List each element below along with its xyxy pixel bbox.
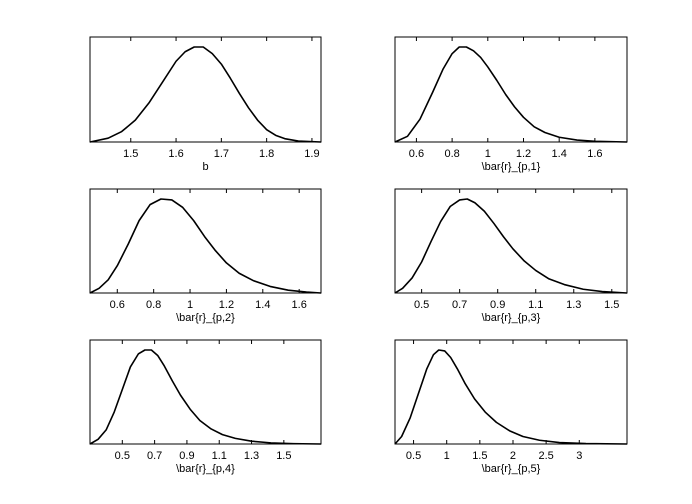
x-tick-label: 0.7	[452, 299, 467, 311]
axes-box	[394, 339, 628, 445]
x-tick-label: 0.6	[409, 148, 424, 160]
x-tick-label: 1.6	[587, 148, 602, 160]
x-tick-label: 1.4	[552, 148, 567, 160]
x-tick-label: 0.9	[490, 299, 505, 311]
x-axis-label: \bar{r}_{p,3}	[482, 312, 541, 324]
x-tick-label: 1.5	[276, 450, 291, 462]
x-tick-label: 1.1	[528, 299, 543, 311]
panel-3: 0.6 0.8 1 1.2 1.4 1.6 \bar{r}_{p,2}	[89, 188, 322, 324]
x-tick-label: 1	[485, 148, 491, 160]
density-curve	[394, 46, 628, 143]
axes-box	[89, 339, 322, 445]
x-tick-label: 3	[576, 450, 582, 462]
x-tick-label: 2.5	[538, 450, 553, 462]
panel-1: 1.5 1.6 1.7 1.8 1.9 b	[89, 36, 322, 173]
x-tick-label: 1.9	[304, 148, 319, 160]
density-curve	[89, 46, 322, 143]
x-axis-label: \bar{r}_{p,1}	[482, 161, 541, 173]
x-tick-label: 1.6	[292, 299, 307, 311]
density-curve	[89, 198, 322, 294]
x-tick-label: 0.6	[110, 299, 125, 311]
x-tick-label: 0.8	[146, 299, 161, 311]
x-tick-label: 1.5	[472, 450, 487, 462]
x-axis-label: \bar{r}_{p,5}	[482, 463, 541, 475]
x-tick-label: 1.6	[168, 148, 183, 160]
density-curve	[89, 349, 322, 445]
axes-box	[394, 188, 628, 294]
x-tick-label: 1.1	[212, 450, 227, 462]
axes-box	[394, 36, 628, 143]
x-tick-label: 2	[510, 450, 516, 462]
x-tick-label: 1	[444, 450, 450, 462]
panel-5: 0.5 0.7 0.9 1.1 1.3 1.5 \bar{r}_{p,4}	[89, 339, 322, 475]
axes-box	[89, 36, 322, 143]
x-tick-label: 1.5	[123, 148, 138, 160]
x-tick-label: 0.9	[179, 450, 194, 462]
x-tick-label: 0.5	[406, 450, 421, 462]
x-tick-label: 1.2	[516, 148, 531, 160]
x-tick-label: 0.7	[147, 450, 162, 462]
x-tick-label: 1.5	[604, 299, 619, 311]
x-axis-label: \bar{r}_{p,4}	[176, 463, 235, 475]
x-tick-label: 1.8	[259, 148, 274, 160]
density-curve	[394, 198, 628, 294]
axes-box	[89, 188, 322, 294]
x-tick-label: 1.7	[214, 148, 229, 160]
panel-6: 0.5 1 1.5 2 2.5 3 \bar{r}_{p,5}	[394, 339, 628, 475]
panel-4: 0.5 0.7 0.9 1.1 1.3 1.5 \bar{r}_{p,3}	[394, 188, 628, 324]
x-axis-label: \bar{r}_{p,2}	[176, 312, 235, 324]
density-curve	[394, 349, 628, 445]
x-tick-label: 1.3	[244, 450, 259, 462]
x-tick-label: 0.5	[414, 299, 429, 311]
x-tick-label: 0.5	[115, 450, 130, 462]
x-tick-label: 1.4	[255, 299, 270, 311]
x-tick-label: 0.8	[444, 148, 459, 160]
panel-2: 0.6 0.8 1 1.2 1.4 1.6 \bar{r}_{p,1}	[394, 36, 628, 173]
x-tick-label: 1	[187, 299, 193, 311]
x-tick-label: 1.2	[219, 299, 234, 311]
x-axis-label: b	[202, 161, 208, 173]
x-tick-label: 1.3	[566, 299, 581, 311]
